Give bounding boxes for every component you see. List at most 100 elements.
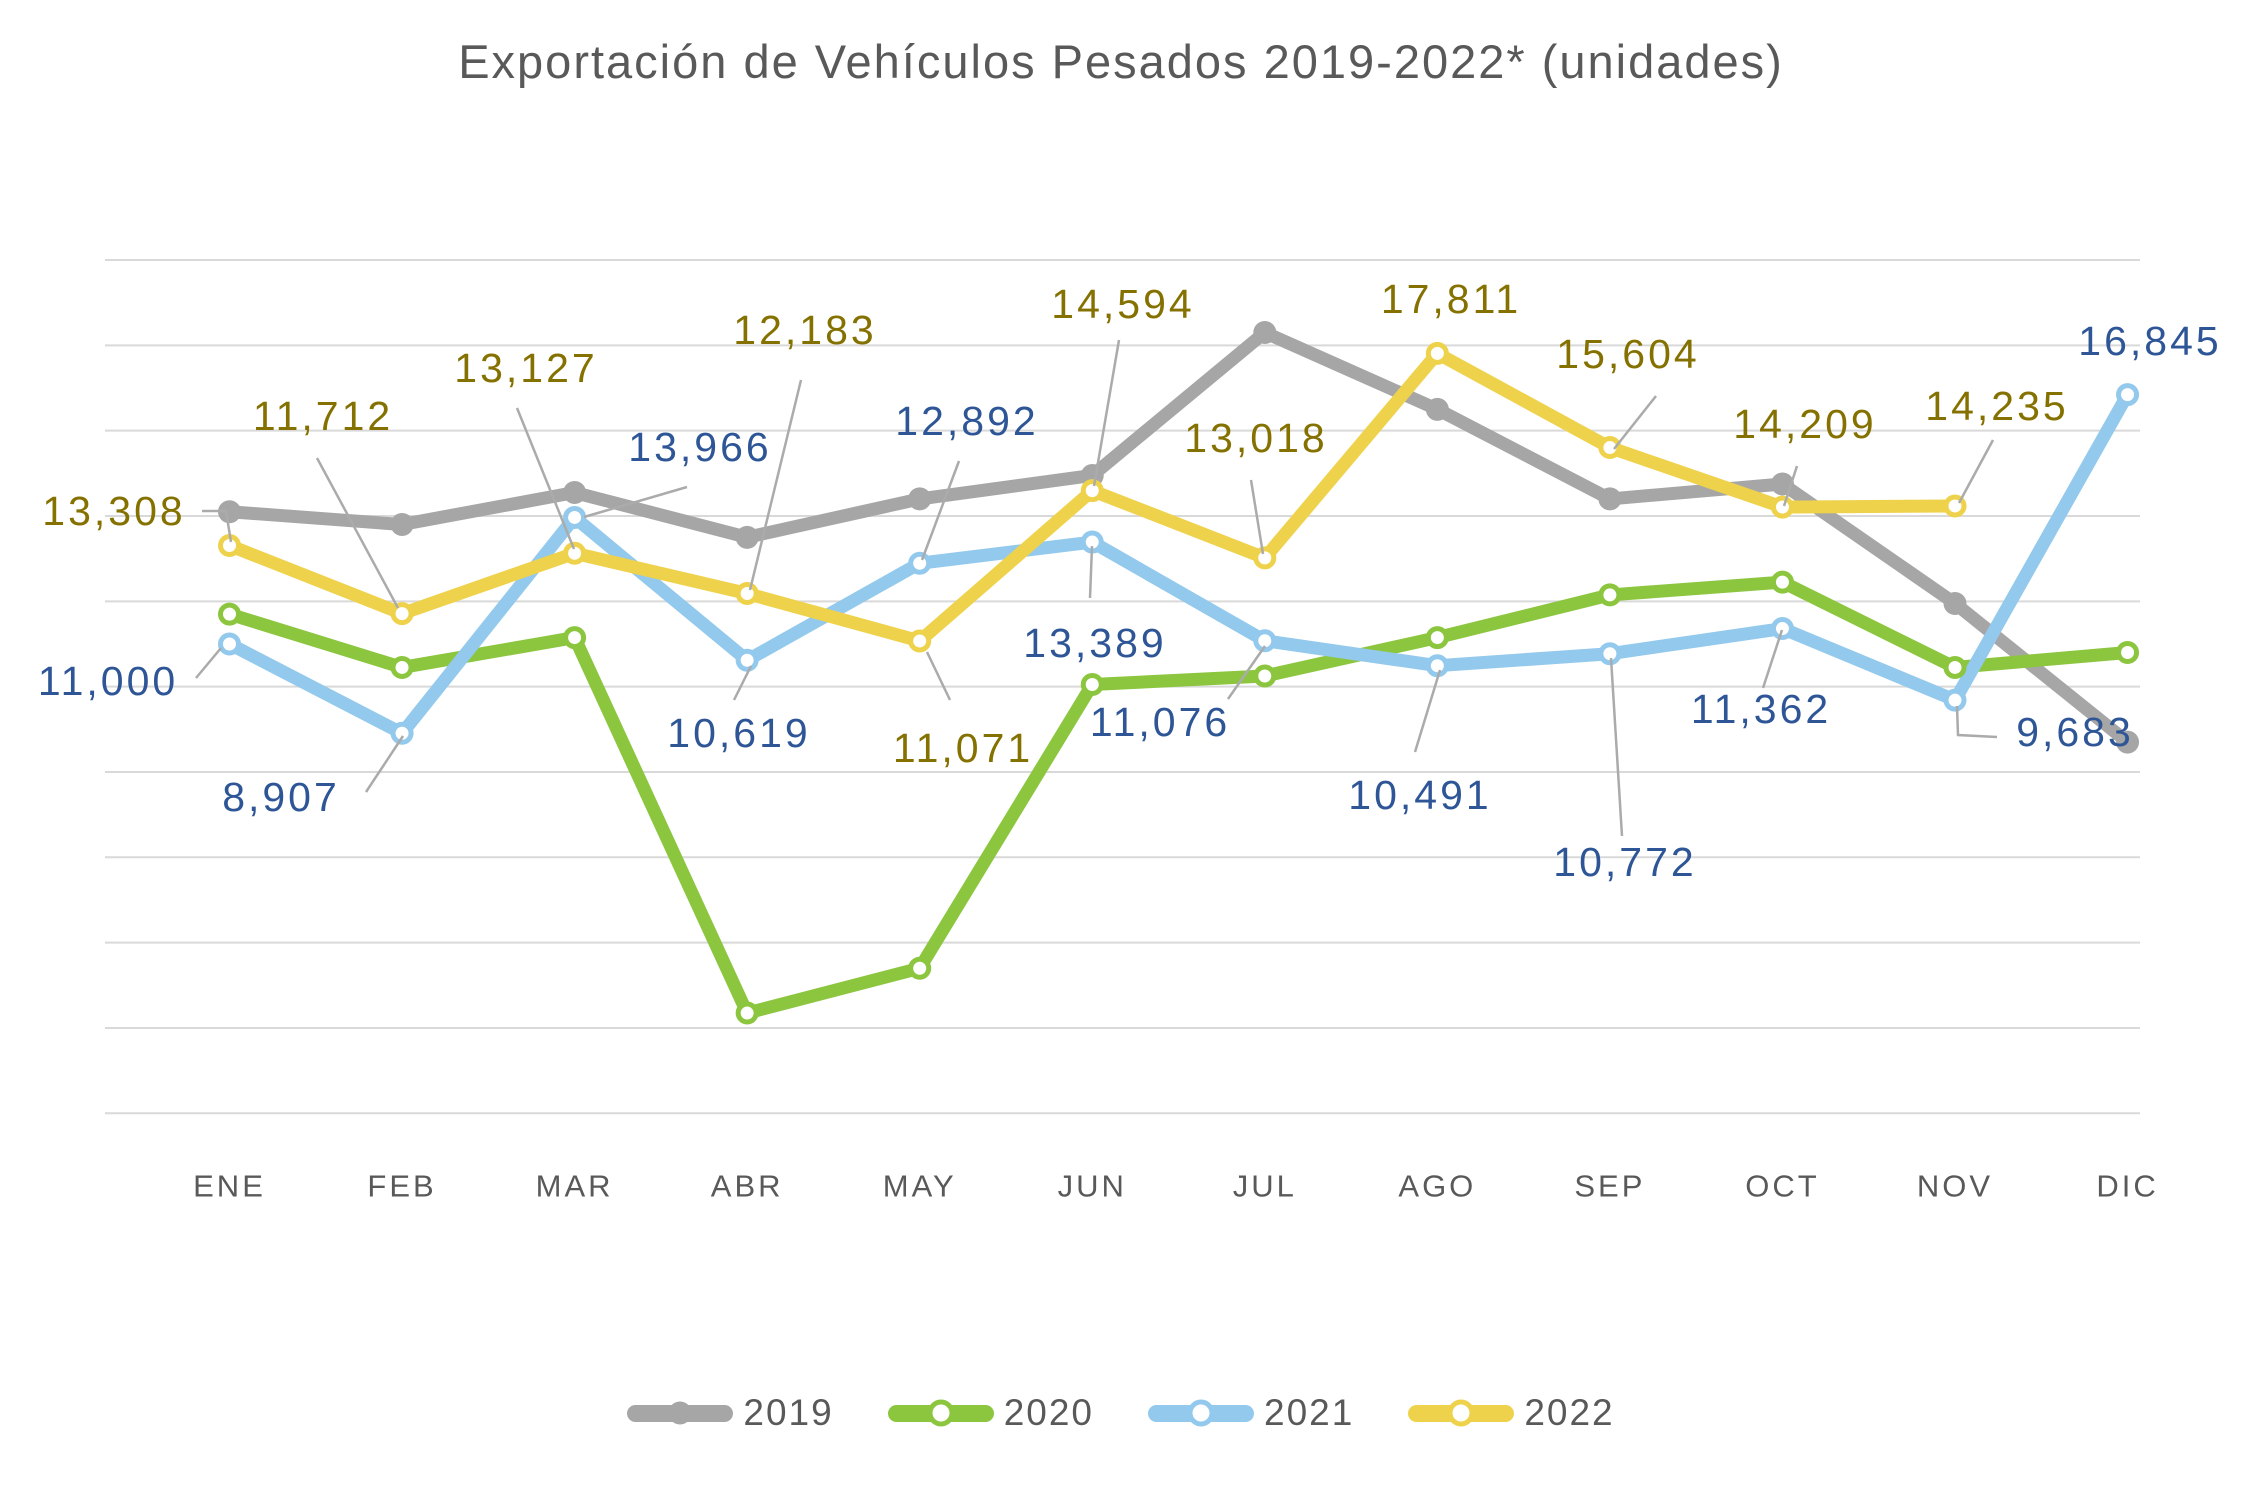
data-label-2022-14,235: 14,235 (1925, 383, 2068, 429)
label-leader-2021-11,076 (1226, 645, 1267, 700)
label-leader-2021-8,907 (364, 735, 405, 793)
data-label-2022-12,183: 12,183 (733, 307, 876, 353)
legend-marker-2021 (1148, 1399, 1254, 1427)
label-leader-2021-10,491 (1413, 669, 1442, 753)
x-axis-label-OCT: OCT (1745, 1169, 1819, 1204)
data-point-2022-ABR (735, 582, 759, 606)
data-label-2022-11,712: 11,712 (253, 393, 393, 439)
data-point-2022-MAR (563, 541, 587, 565)
label-leader-2022-13,018 (1249, 479, 1265, 555)
data-point-2019-SEP (1598, 487, 1622, 511)
data-label-2021-11,076: 11,076 (1090, 699, 1230, 745)
series-line-2020 (223, 575, 2135, 1020)
data-point-2020-NOV (1943, 655, 1967, 679)
legend-dot-2022 (1447, 1399, 1475, 1427)
label-leader-2022-11,712 (315, 457, 400, 609)
data-label-2021-9,683: 9,683 (2016, 709, 2134, 755)
legend-marker-2022 (1408, 1399, 1515, 1427)
chart-title: Exportación de Vehículos Pesados 2019-20… (458, 35, 1784, 88)
x-axis-label-AGO: AGO (1398, 1169, 1476, 1204)
data-label-2022-13,308: 13,308 (42, 488, 185, 534)
data-point-2019-MAY (908, 487, 932, 511)
legend-dot-2019 (668, 1401, 692, 1425)
x-axis-label-JUL: JUL (1233, 1169, 1297, 1204)
data-point-2021-ENE (218, 632, 241, 656)
x-axis-label-NOV: NOV (1917, 1169, 1993, 1204)
legend-dot-2021 (1187, 1399, 1215, 1427)
data-point-2021-MAY (908, 551, 932, 575)
x-axis-label-MAY: MAY (883, 1169, 957, 1204)
data-point-2020-FEB (390, 655, 414, 679)
label-leader-2022-15,604 (1613, 395, 1657, 450)
x-axis-label-FEB: FEB (367, 1169, 436, 1204)
label-leader-2021-13,966 (583, 485, 688, 519)
data-point-2020-JUN (1080, 673, 1104, 697)
legend-marker-2020 (887, 1399, 994, 1427)
data-point-2020-ENE (218, 602, 241, 626)
legend-label-2022: 2022 (1524, 1392, 1615, 1433)
data-point-2021-SEP (1598, 642, 1622, 666)
data-point-2019-AGO (1425, 397, 1449, 421)
data-point-2019-DIC (2116, 730, 2140, 754)
label-leader-2021-11,000 (195, 647, 222, 679)
data-label-2021-10,491: 10,491 (1348, 772, 1491, 818)
data-point-2021-MAR (563, 505, 587, 529)
legend-label-2021: 2021 (1264, 1392, 1355, 1433)
legend-label-2020: 2020 (1003, 1392, 1094, 1433)
data-label-2021-11,362: 11,362 (1691, 686, 1831, 732)
legend-dot-2020 (927, 1399, 955, 1427)
data-point-2020-ABR (735, 1001, 759, 1025)
data-point-2020-SEP (1598, 583, 1622, 607)
label-leader-2022-14,594 (1092, 339, 1121, 487)
legend-item-2022: 2022 (1408, 1392, 1614, 1434)
label-leader-2022-13,308 (202, 509, 233, 543)
legend-item-2020: 2020 (887, 1392, 1094, 1434)
legend-item-2021: 2021 (1148, 1392, 1354, 1434)
legend-marker-2019 (627, 1401, 734, 1425)
data-label-2022-14,594: 14,594 (1051, 281, 1194, 327)
data-point-2019-FEB (390, 513, 414, 537)
x-axis-label-JUN: JUN (1058, 1169, 1127, 1204)
data-label-2021-10,619: 10,619 (667, 710, 810, 756)
data-point-2020-MAY (908, 956, 932, 980)
legend-label-2019: 2019 (743, 1392, 834, 1433)
data-label-2021-12,892: 12,892 (895, 398, 1038, 444)
data-point-2022-FEB (390, 602, 414, 626)
x-axis-label-DIC: DIC (2096, 1169, 2158, 1204)
label-leader-2022-11,071 (925, 651, 952, 701)
label-leader-2021-13,389 (1088, 545, 1094, 599)
x-axis-label-ABR: ABR (711, 1169, 784, 1204)
data-point-2021-ABR (735, 648, 759, 672)
data-point-2021-NOV (1943, 688, 1967, 712)
data-label-2021-16,845: 16,845 (2078, 318, 2221, 364)
data-label-2022-17,811: 17,811 (1381, 276, 1521, 322)
data-point-2022-JUN (1080, 479, 1104, 503)
label-leader-2022-14,209 (1782, 465, 1799, 507)
legend: 2019 2020 2021 2022 (0, 1392, 2242, 1434)
label-leader-2021-10,772 (1609, 657, 1624, 837)
data-point-2022-AGO (1425, 341, 1449, 365)
data-point-2022-OCT (1770, 495, 1794, 519)
data-point-2019-ABR (735, 525, 759, 549)
data-label-2022-13,127: 13,127 (454, 345, 597, 391)
data-point-2019-NOV (1943, 591, 1967, 615)
label-leader-2022-12,183 (748, 379, 803, 591)
legend-item-2019: 2019 (627, 1392, 833, 1434)
data-point-2021-DIC (2116, 383, 2140, 407)
data-point-2020-MAR (563, 626, 587, 650)
data-point-2020-AGO (1425, 626, 1449, 650)
x-axis-label-SEP: SEP (1574, 1169, 1645, 1204)
series-line-2021 (223, 388, 2135, 740)
data-point-2020-JUL (1253, 664, 1277, 688)
data-point-2021-JUL (1253, 629, 1277, 653)
x-axis-label-ENE: ENE (193, 1169, 266, 1204)
data-label-2021-13,389: 13,389 (1023, 620, 1166, 666)
data-label-2022-14,209: 14,209 (1733, 401, 1876, 447)
data-label-2022-11,071: 11,071 (893, 725, 1033, 771)
label-leader-2021-9,683 (1955, 705, 1998, 739)
label-leader-2021-10,619 (732, 665, 753, 701)
label-leader-2021-11,362 (1761, 629, 1784, 689)
data-label-2022-15,604: 15,604 (1556, 331, 1699, 377)
data-point-2019-JUL (1253, 321, 1277, 345)
